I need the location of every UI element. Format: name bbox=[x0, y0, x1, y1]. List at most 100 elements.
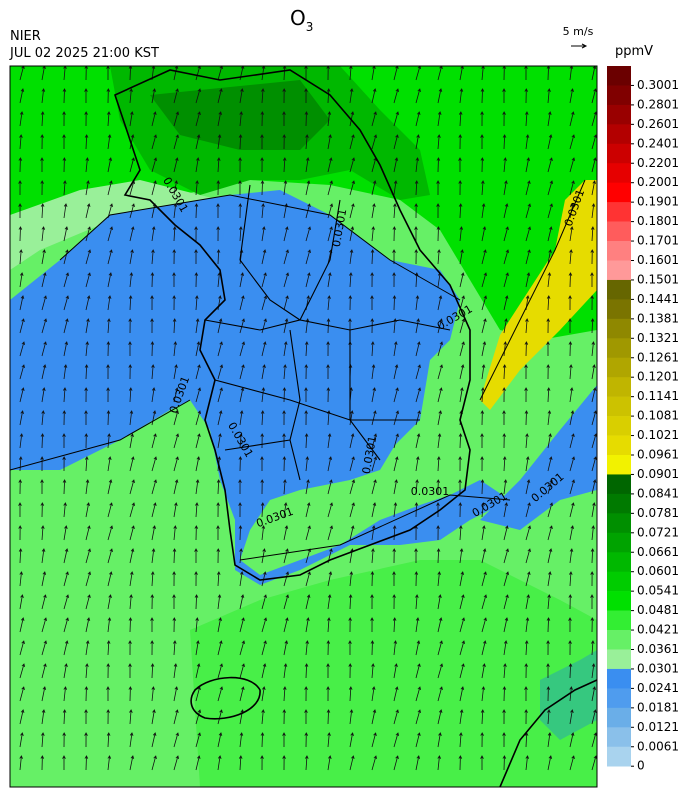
wind-arrow bbox=[261, 272, 267, 288]
wind-arrow bbox=[392, 226, 397, 242]
wind-arrow bbox=[591, 157, 597, 173]
colorbar-swatch bbox=[607, 649, 631, 670]
wind-arrow bbox=[151, 134, 157, 150]
wind-arrow bbox=[414, 203, 418, 219]
wind-arrow bbox=[392, 295, 397, 311]
wind-arrow bbox=[414, 249, 418, 265]
wind-arrow bbox=[63, 686, 68, 702]
wind-arrow bbox=[282, 157, 287, 173]
boundaries bbox=[204, 184, 451, 481]
wind-arrow bbox=[371, 180, 377, 196]
wind-arrow bbox=[283, 548, 289, 564]
wind-arrow bbox=[195, 502, 199, 518]
wind-arrow bbox=[547, 732, 552, 748]
wind-arrow bbox=[437, 66, 443, 81]
colorbar-swatch bbox=[607, 279, 631, 300]
wind-arrow bbox=[525, 433, 529, 449]
wind-arrow bbox=[481, 295, 488, 311]
wind-arrow bbox=[150, 571, 155, 587]
vector-scale: 5 m/s bbox=[563, 25, 594, 38]
title-subscript: 3 bbox=[306, 20, 314, 34]
wind-arrow bbox=[173, 341, 178, 357]
wind-arrow bbox=[217, 686, 224, 702]
wind-arrow bbox=[283, 249, 289, 265]
wind-arrow bbox=[502, 433, 507, 449]
wind-arrow bbox=[107, 157, 113, 173]
wind-arrow bbox=[304, 686, 308, 702]
wind-arrow bbox=[371, 755, 378, 771]
low-ozone-west bbox=[10, 190, 510, 585]
wind-arrow bbox=[568, 318, 572, 334]
wind-arrow bbox=[480, 479, 485, 495]
wind-arrow bbox=[503, 272, 509, 288]
wind-arrow bbox=[85, 318, 90, 334]
wind-arrow bbox=[437, 88, 443, 104]
wind-arrow bbox=[371, 226, 375, 242]
wind-arrow bbox=[85, 594, 91, 610]
colorbar-tick-label: 0.1701 bbox=[637, 234, 679, 248]
wind-arrow bbox=[370, 617, 374, 633]
wind-arrow bbox=[437, 571, 441, 587]
colorbar-tick-label: 0.1201 bbox=[637, 370, 679, 384]
wind-arrow bbox=[591, 686, 597, 702]
wind-arrow bbox=[195, 295, 199, 311]
wind-arrow bbox=[371, 433, 377, 449]
wind-arrow bbox=[326, 66, 330, 81]
wind-arrow bbox=[128, 640, 132, 656]
wind-arrow bbox=[41, 318, 48, 334]
wind-arrow bbox=[194, 226, 198, 242]
wind-arrow bbox=[63, 272, 70, 288]
wind-arrow bbox=[282, 88, 286, 104]
colorbar-tick-label: 0.1901 bbox=[637, 195, 679, 209]
wind-arrow bbox=[503, 295, 509, 311]
wind-arrow bbox=[41, 732, 45, 748]
wind-arrow bbox=[569, 249, 573, 265]
colorbar-tick-label: 0.0661 bbox=[637, 545, 679, 559]
wind-arrow bbox=[151, 525, 156, 541]
wind-arrow bbox=[63, 66, 67, 81]
wind-arrow bbox=[392, 272, 396, 288]
wind-arrow bbox=[415, 755, 421, 771]
wind-arrow bbox=[327, 732, 331, 748]
wind-arrow bbox=[437, 134, 441, 150]
wind-arrow bbox=[62, 88, 67, 104]
wind-arrow bbox=[591, 755, 597, 771]
wind-arrow bbox=[547, 180, 554, 196]
wind-arrow bbox=[106, 709, 110, 725]
wind-arrow bbox=[261, 88, 265, 104]
wind-arrow bbox=[591, 525, 595, 541]
colorbar-tick-label: 0.0901 bbox=[637, 467, 679, 481]
wind-arrow bbox=[481, 66, 485, 81]
colorbar-tick-label: 0.1261 bbox=[637, 350, 679, 364]
colorbar-swatch bbox=[607, 688, 631, 709]
wind-arrow bbox=[459, 272, 465, 288]
wind-arrow bbox=[107, 111, 111, 127]
wind-arrow bbox=[480, 410, 485, 426]
wind-arrow bbox=[129, 272, 134, 288]
wind-arrow bbox=[260, 410, 265, 426]
wind-arrow bbox=[327, 571, 333, 587]
wind-arrow bbox=[217, 318, 223, 334]
wind-arrow bbox=[481, 548, 487, 564]
wind-arrow bbox=[524, 364, 528, 380]
wind-arrow bbox=[107, 433, 111, 449]
wind-arrow bbox=[41, 525, 45, 541]
wind-arrow bbox=[282, 732, 286, 748]
wind-arrow bbox=[128, 318, 132, 334]
wind-arrow bbox=[415, 295, 420, 311]
wind-arrow bbox=[590, 617, 595, 633]
wind-arrow bbox=[19, 755, 23, 771]
wind-arrow bbox=[41, 272, 47, 288]
wind-arrow bbox=[195, 479, 200, 495]
wind-arrow bbox=[437, 433, 442, 449]
wind-arrow bbox=[172, 272, 176, 288]
wind-arrow bbox=[84, 88, 88, 104]
wind-arrow bbox=[62, 755, 66, 771]
wind-arrow bbox=[524, 387, 528, 403]
map-frame bbox=[9, 65, 598, 788]
wind-arrow bbox=[18, 548, 23, 564]
wind-arrow bbox=[547, 502, 554, 518]
wind-arrow bbox=[415, 318, 420, 334]
wind-arrow bbox=[173, 66, 179, 81]
wind-arrow bbox=[151, 433, 157, 449]
